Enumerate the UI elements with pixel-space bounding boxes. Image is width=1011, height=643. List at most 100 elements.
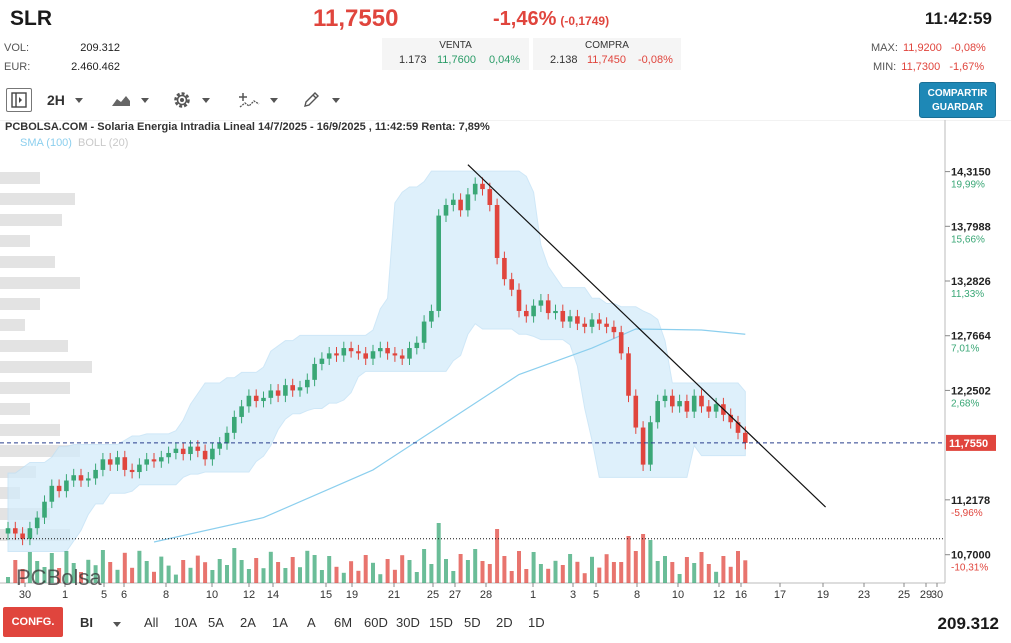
volume-profile-bar <box>0 340 68 352</box>
candle-body <box>210 448 215 460</box>
volume-value: 209.312 <box>80 42 120 54</box>
volume-profile-bar <box>0 256 55 268</box>
interval-selector[interactable]: 2H <box>47 88 83 112</box>
range-button-10a[interactable]: 10A <box>174 615 198 630</box>
candle-body <box>626 353 631 396</box>
candle-body <box>582 323 587 327</box>
candle-body <box>670 395 675 407</box>
candle-body <box>49 485 55 502</box>
candle-body <box>509 279 514 290</box>
candle-body <box>34 517 40 529</box>
volume-bar <box>232 548 237 583</box>
drawing-selector[interactable] <box>302 88 340 112</box>
volume-profile-bar <box>0 277 80 289</box>
range-button-a[interactable]: A <box>307 615 316 630</box>
range-button-15d[interactable]: 15D <box>429 615 453 630</box>
y-tick-label: 11,2178 <box>951 495 990 507</box>
volume-bar <box>144 561 149 583</box>
volume-profile-bar <box>0 298 40 310</box>
volume-bar <box>619 562 624 583</box>
candle-body <box>487 189 493 205</box>
range-button-2d[interactable]: 2D <box>496 615 513 630</box>
range-button-1d[interactable]: 1D <box>528 615 545 630</box>
x-tick-label: 14 <box>267 589 279 600</box>
volume-bar <box>100 550 105 583</box>
mode-selector[interactable]: BI <box>80 615 121 630</box>
volume-bar <box>254 558 259 583</box>
candle-body <box>531 305 536 317</box>
range-button-5a[interactable]: 5A <box>208 615 224 630</box>
x-axis: 30 1 5 6 8 10 12 14 15 19 21 25 27 28 1 3 5 8 10 12 16 17 19 23… <box>19 583 943 600</box>
x-tick-label: 5 <box>101 589 107 600</box>
candle-body <box>253 395 259 402</box>
turnover-value: 2.460.462 <box>71 61 120 73</box>
candle-body <box>188 446 193 455</box>
x-tick-label: 16 <box>735 589 747 600</box>
config-button[interactable]: CONFG. <box>3 607 63 637</box>
volume-bar <box>465 560 470 583</box>
range-button-6m[interactable]: 6M <box>334 615 353 630</box>
range-button-30d[interactable]: 30D <box>396 615 420 630</box>
volume-bar <box>670 562 675 583</box>
candle-body <box>597 319 602 324</box>
range-button-1a[interactable]: 1A <box>272 615 288 630</box>
volume-bar <box>597 567 602 583</box>
candle-body <box>334 353 339 356</box>
candle-body <box>312 363 317 380</box>
share-save-button[interactable]: COMPARTIR GUARDAR <box>919 82 996 118</box>
max-row: MAX: 11,9200 -0,08% <box>871 42 986 54</box>
candle-body <box>713 404 719 412</box>
y-tick-percent: 15,66% <box>951 234 985 245</box>
candle-body <box>115 457 120 465</box>
candle-body <box>297 387 303 391</box>
range-button-all[interactable]: All <box>144 615 159 630</box>
candle-body <box>677 401 682 407</box>
share-label: COMPARTIR <box>927 88 988 99</box>
candle-body <box>684 401 690 412</box>
volume-bar <box>115 569 120 583</box>
chart-type-selector[interactable] <box>111 88 149 112</box>
legend-boll[interactable]: BOLL (20) <box>78 137 129 149</box>
candle-body <box>56 485 62 492</box>
legend-sma[interactable]: SMA (100) <box>20 137 72 149</box>
volume-bar <box>79 572 83 583</box>
candle-body <box>217 443 222 449</box>
min-value: 11,7300 <box>901 61 941 73</box>
volume-bar <box>268 551 273 583</box>
x-tick-label: 23 <box>858 589 870 600</box>
sell-box: VENTA 1.173 11,7600 0,04% <box>382 38 529 70</box>
y-tick-label: 12,2502 <box>951 385 991 397</box>
volume-bar <box>429 564 434 583</box>
indicators-selector[interactable] <box>238 88 278 112</box>
candle-body <box>502 257 507 280</box>
range-button-60d[interactable]: 60D <box>364 615 388 630</box>
candle-body <box>618 332 624 354</box>
price-levels <box>0 442 945 540</box>
panel-toggle-button[interactable] <box>6 88 32 112</box>
volume-bar <box>371 562 375 583</box>
volume-bar <box>363 555 368 583</box>
volume-bar <box>699 552 704 583</box>
volume-bar <box>473 549 478 583</box>
volume-bar <box>312 555 317 583</box>
candle-body <box>232 416 237 433</box>
x-tick-label: 27 <box>449 589 461 600</box>
candle-body <box>648 422 653 465</box>
candle-body <box>516 289 522 311</box>
sell-label: VENTA <box>439 40 472 51</box>
candle-body <box>86 478 91 481</box>
current-price-tag <box>946 434 996 451</box>
change-percent: -1,46% <box>493 8 557 30</box>
volume-bar <box>626 536 631 583</box>
range-button-5d[interactable]: 5D <box>464 615 481 630</box>
settings-selector[interactable] <box>172 88 210 112</box>
candle-body <box>385 348 390 354</box>
range-button-2a[interactable]: 2A <box>240 615 256 630</box>
candle-body <box>268 390 274 398</box>
quote-header: SLR 11,7550 -1,46% (-0,1749) 11:42:59 VOL… <box>0 0 1011 82</box>
candle-body <box>538 300 544 306</box>
volume-bar <box>714 571 719 583</box>
candle-body <box>545 300 551 314</box>
volume-bar <box>341 572 346 583</box>
